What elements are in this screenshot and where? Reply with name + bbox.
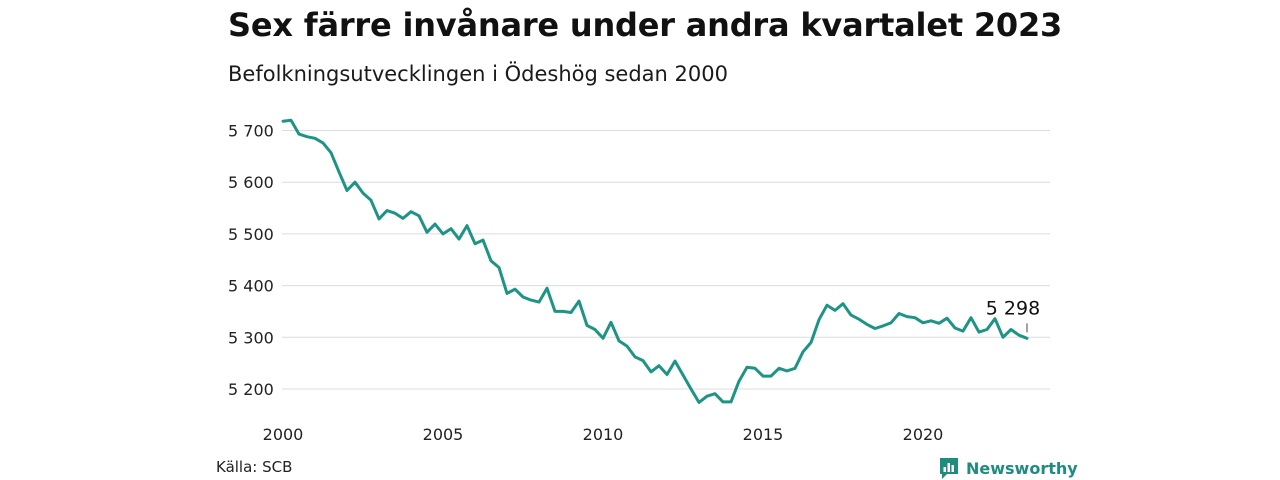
y-tick-label: 5 300 (228, 328, 274, 347)
y-tick-label: 5 200 (228, 380, 274, 399)
x-tick-label: 2015 (743, 425, 784, 444)
source-note: Källa: SCB (216, 458, 293, 476)
y-tick-label: 5 700 (228, 122, 274, 141)
population-line (281, 118, 1029, 404)
x-tick-label: 2005 (423, 425, 464, 444)
y-tick-label: 5 500 (228, 225, 274, 244)
y-tick-label: 5 600 (228, 173, 274, 192)
gridlines (282, 130, 1050, 390)
brand-logo[interactable]: Newsworthy (938, 456, 1078, 480)
chart-subtitle: Befolkningsutvecklingen i Ödeshög sedan … (228, 62, 728, 86)
chart-title: Sex färre invånare under andra kvartalet… (228, 6, 1063, 44)
last-value-label: 5 298 (986, 297, 1040, 319)
x-axis: 2000 2005 2010 2015 2020 (263, 425, 944, 444)
brand-name: Newsworthy (966, 458, 1078, 478)
x-tick-label: 2010 (583, 425, 624, 444)
y-axis: 5 200 5 300 5 400 5 500 5 600 5 700 (228, 122, 274, 400)
newsworthy-logo-icon (940, 458, 958, 479)
x-tick-label: 2000 (263, 425, 304, 444)
y-tick-label: 5 400 (228, 277, 274, 296)
x-tick-label: 2020 (903, 425, 944, 444)
